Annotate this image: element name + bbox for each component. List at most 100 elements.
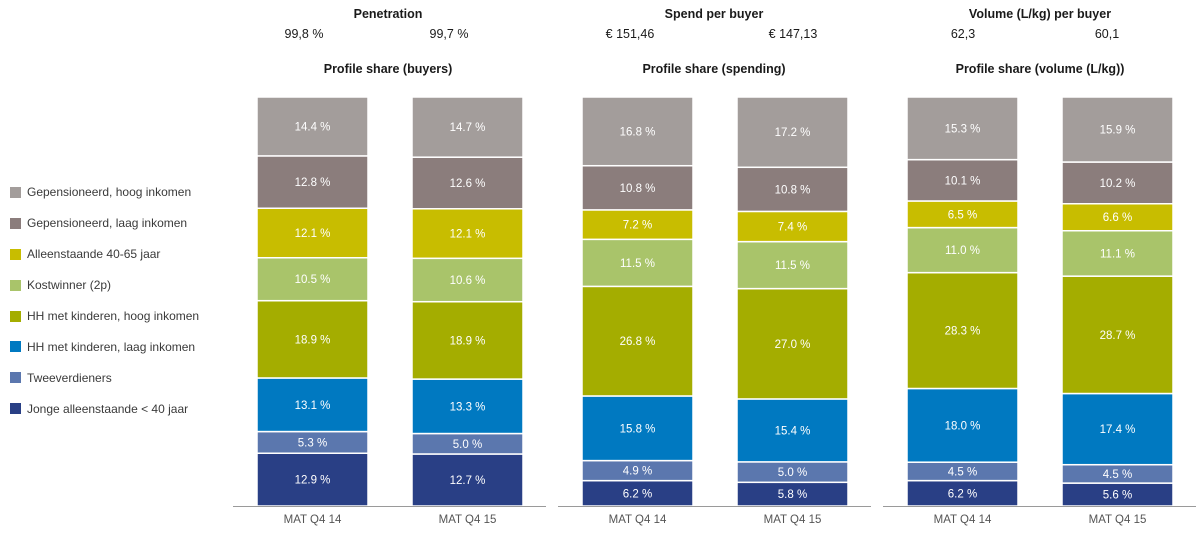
legend-item: Tweeverdieners bbox=[10, 362, 240, 393]
data-label: 12.1 % bbox=[295, 228, 331, 240]
chart-title: Profile share (volume (L/kg)) bbox=[956, 62, 1125, 76]
data-label: 15.4 % bbox=[775, 425, 811, 437]
legend: Gepensioneerd, hoog inkomen Gepensioneer… bbox=[10, 177, 240, 424]
data-label: 10.1 % bbox=[945, 175, 981, 187]
bar-segment bbox=[411, 378, 524, 435]
legend-swatch bbox=[10, 341, 21, 353]
data-label: 13.3 % bbox=[450, 401, 486, 413]
bar-segment bbox=[256, 207, 369, 259]
bar-segment bbox=[736, 166, 849, 213]
chart-title: Profile share (spending) bbox=[642, 62, 785, 76]
legend-item: HH met kinderen, hoog inkomen bbox=[10, 301, 240, 332]
data-label: 12.6 % bbox=[450, 178, 486, 190]
bar-segment bbox=[906, 271, 1019, 390]
data-label: 5.6 % bbox=[1103, 490, 1132, 502]
bar-segment bbox=[736, 240, 849, 290]
legend-swatch bbox=[10, 186, 21, 198]
data-label: 28.3 % bbox=[945, 326, 981, 338]
data-label: 10.8 % bbox=[775, 184, 811, 196]
bar-segment bbox=[906, 387, 1019, 463]
data-label: 18.9 % bbox=[450, 335, 486, 347]
legend-label: Jonge alleenstaande < 40 jaar bbox=[27, 401, 189, 416]
data-label: 6.6 % bbox=[1103, 212, 1132, 224]
metric-title: Volume (L/kg) per buyer bbox=[969, 7, 1111, 21]
data-label: 15.9 % bbox=[1100, 125, 1136, 137]
data-label: 5.0 % bbox=[453, 439, 482, 451]
data-label: 13.1 % bbox=[295, 400, 331, 412]
data-label: 18.0 % bbox=[945, 420, 981, 432]
data-label: 16.8 % bbox=[620, 126, 656, 138]
metric-value: 99,7 % bbox=[430, 27, 469, 41]
bar-segment bbox=[256, 299, 369, 379]
bar-segment bbox=[906, 479, 1019, 507]
data-label: 14.7 % bbox=[450, 122, 486, 134]
data-label: 26.8 % bbox=[620, 336, 656, 348]
data-label: 7.4 % bbox=[778, 222, 807, 234]
bar-segment bbox=[411, 257, 524, 303]
chart-title: Profile share (buyers) bbox=[324, 62, 453, 76]
metric-value: 62,3 bbox=[951, 27, 975, 41]
data-label: 11.5 % bbox=[620, 258, 655, 270]
data-label: 11.5 % bbox=[775, 260, 810, 272]
legend-item: Gepensioneerd, hoog inkomen bbox=[10, 177, 240, 208]
bar-segment bbox=[736, 398, 849, 463]
bar-segment bbox=[581, 96, 694, 167]
bar-segment bbox=[906, 226, 1019, 274]
data-label: 4.9 % bbox=[623, 466, 652, 478]
data-label: 10.2 % bbox=[1100, 178, 1136, 190]
bar-segment bbox=[736, 96, 849, 169]
x-tick-label: MAT Q4 14 bbox=[284, 514, 342, 526]
data-label: 12.7 % bbox=[450, 475, 486, 487]
bar-segment bbox=[1061, 96, 1174, 163]
bar-segment bbox=[256, 96, 369, 157]
x-tick-label: MAT Q4 15 bbox=[439, 514, 497, 526]
legend-swatch bbox=[10, 217, 21, 229]
data-label: 17.2 % bbox=[775, 127, 811, 139]
data-label: 10.5 % bbox=[295, 274, 331, 286]
legend-label: HH met kinderen, hoog inkomen bbox=[27, 309, 200, 323]
data-label: 27.0 % bbox=[775, 339, 811, 351]
x-tick-label: MAT Q4 14 bbox=[934, 514, 992, 526]
legend-label: Gepensioneerd, hoog inkomen bbox=[27, 185, 192, 200]
data-label: 12.8 % bbox=[295, 177, 331, 189]
data-label: 17.4 % bbox=[1100, 424, 1136, 436]
legend-swatch bbox=[10, 372, 21, 384]
bar-segment bbox=[581, 285, 694, 397]
data-label: 11.1 % bbox=[1100, 248, 1135, 260]
legend-item: Gepensioneerd, laag inkomen bbox=[10, 208, 240, 239]
data-label: 4.5 % bbox=[948, 466, 977, 478]
bar-segment bbox=[411, 453, 524, 507]
data-label: 18.9 % bbox=[295, 334, 331, 346]
legend-label: HH met kinderen, laag inkomen bbox=[27, 339, 196, 354]
data-label: 12.9 % bbox=[295, 475, 331, 487]
data-label: 11.0 % bbox=[945, 245, 980, 257]
data-label: 10.6 % bbox=[450, 275, 486, 287]
data-label: 10.8 % bbox=[620, 183, 656, 195]
data-label: 7.2 % bbox=[623, 220, 652, 232]
data-label: 6.2 % bbox=[948, 488, 977, 500]
bar-segment bbox=[411, 96, 524, 158]
bar-segment bbox=[736, 287, 849, 400]
legend-swatch bbox=[10, 310, 21, 322]
bar-segment bbox=[1061, 229, 1174, 277]
data-label: 6.5 % bbox=[948, 209, 977, 221]
metric-value: € 147,13 bbox=[769, 27, 818, 41]
legend-swatch bbox=[10, 248, 21, 260]
data-label: 6.2 % bbox=[623, 488, 652, 500]
bar-segment bbox=[1061, 202, 1174, 232]
bar-segment bbox=[906, 96, 1019, 161]
metric-value: € 151,46 bbox=[606, 27, 655, 41]
legend-label: Alleenstaande 40-65 jaar bbox=[27, 247, 161, 262]
x-tick-label: MAT Q4 15 bbox=[764, 514, 822, 526]
data-label: 14.4 % bbox=[295, 121, 331, 133]
bar-segment bbox=[411, 156, 524, 210]
legend-item: HH met kinderen, laag inkomen bbox=[10, 331, 240, 362]
legend-label: Kostwinner (2p) bbox=[27, 278, 112, 293]
metric-value: 60,1 bbox=[1095, 27, 1119, 41]
bar-segment bbox=[1061, 392, 1174, 466]
bar-segment bbox=[736, 210, 849, 243]
data-label: 5.8 % bbox=[778, 489, 807, 501]
data-label: 15.3 % bbox=[945, 123, 981, 135]
